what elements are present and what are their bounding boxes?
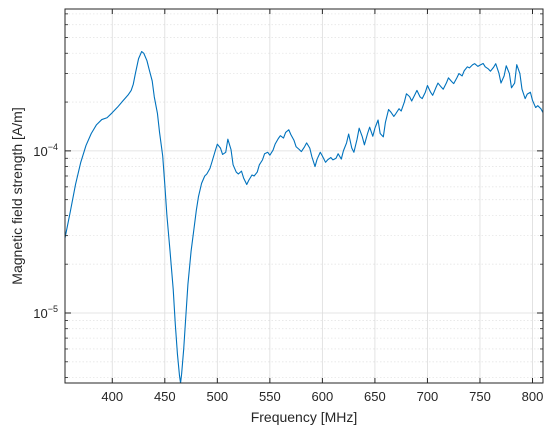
y-tick-label: 10−5 <box>33 304 58 321</box>
y-tick-label: 10−4 <box>33 142 58 159</box>
x-tick-label: 500 <box>206 389 228 404</box>
x-tick-label: 450 <box>154 389 176 404</box>
x-tick-label: 650 <box>364 389 386 404</box>
y-axis-label: Magnetic field strength [A/m] <box>9 107 25 284</box>
series-line <box>64 50 544 384</box>
series-layer <box>64 50 544 384</box>
major-grid <box>65 9 543 383</box>
x-tick-label: 400 <box>101 389 123 404</box>
plot-area-frame <box>64 8 544 384</box>
y-axis-ticks: 10−5 10−4 <box>33 13 543 378</box>
x-tick-label: 800 <box>522 389 544 404</box>
x-axis-label: Frequency [MHz] <box>251 409 358 425</box>
x-tick-label: 550 <box>259 389 281 404</box>
x-axis-ticks: 400 450 500 550 600 650 700 750 800 <box>101 9 543 404</box>
minor-grid <box>65 13 543 378</box>
x-tick-label: 600 <box>312 389 334 404</box>
x-tick-label: 750 <box>469 389 491 404</box>
x-tick-label: 700 <box>417 389 439 404</box>
